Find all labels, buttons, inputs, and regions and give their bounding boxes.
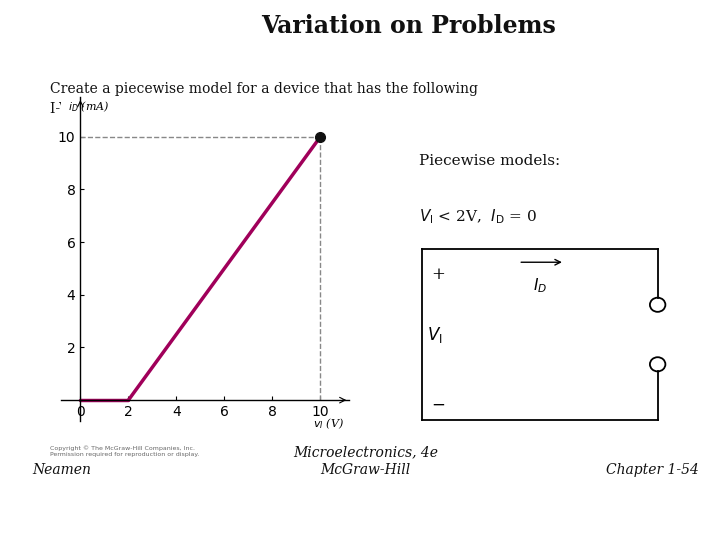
Text: $V_{\rm I}$: $V_{\rm I}$ [427,325,443,345]
Text: Microelectronics, 4e
McGraw-Hill: Microelectronics, 4e McGraw-Hill [293,446,438,477]
Text: $i_D$ (mA): $i_D$ (mA) [68,100,110,114]
Text: $V_{\rm I}$ < 2V,  $I_{\rm D}$ = 0: $V_{\rm I}$ < 2V, $I_{\rm D}$ = 0 [419,207,537,226]
Text: Create a piecewise model for a device that has the following
I-V characteristics: Create a piecewise model for a device th… [50,82,479,117]
Text: +: + [431,267,445,284]
Text: Variation on Problems: Variation on Problems [261,15,556,38]
Text: $v_I$ (V): $v_I$ (V) [313,416,344,430]
Text: Copyright © The McGraw-Hill Companies, Inc.
Permission required for reproduction: Copyright © The McGraw-Hill Companies, I… [50,446,199,457]
Text: Neamen: Neamen [33,463,91,477]
Text: −: − [431,397,445,414]
Text: Chapter 1-54: Chapter 1-54 [606,463,698,477]
Text: $I_D$: $I_D$ [533,276,547,295]
Text: Piecewise models:: Piecewise models: [419,154,560,168]
